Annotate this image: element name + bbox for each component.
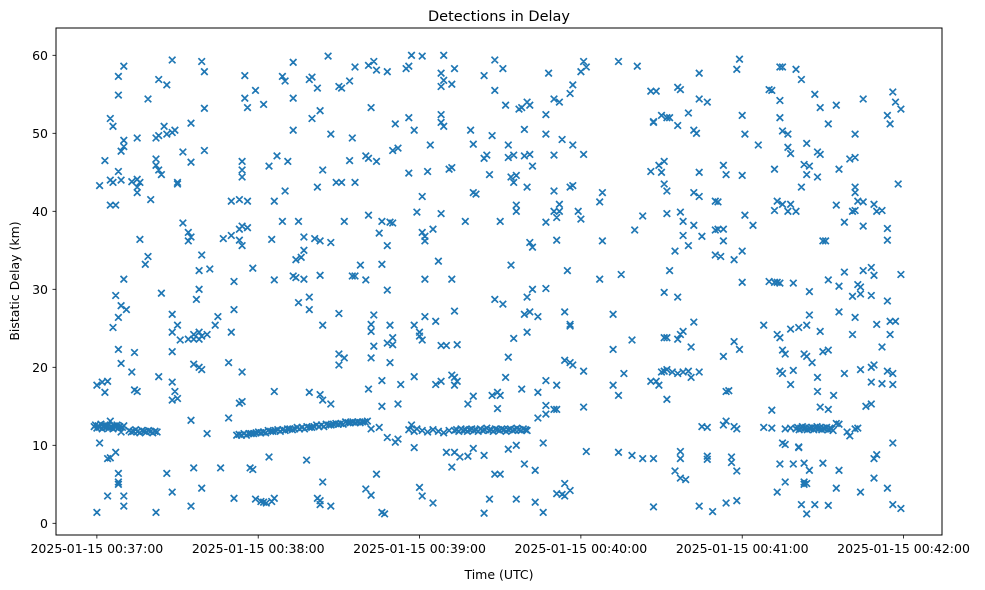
x-tick-label: 2025-01-15 00:39:00 bbox=[353, 541, 486, 556]
y-tick-label: 30 bbox=[32, 282, 48, 297]
y-ticks: 0 10 20 30 40 50 60 bbox=[32, 48, 56, 531]
x-tick-label: 2025-01-15 00:38:00 bbox=[192, 541, 325, 556]
y-tick-label: 0 bbox=[40, 516, 48, 531]
y-tick-label: 10 bbox=[32, 438, 48, 453]
y-tick-label: 20 bbox=[32, 360, 48, 375]
chart-title: Detections in Delay bbox=[428, 9, 570, 25]
scatter-point-markers bbox=[90, 51, 905, 518]
y-tick-label: 60 bbox=[32, 48, 48, 63]
y-axis-label: Bistatic Delay (km) bbox=[7, 221, 22, 340]
x-tick-label: 2025-01-15 00:40:00 bbox=[514, 541, 647, 556]
x-ticks: 2025-01-15 00:37:00 2025-01-15 00:38:00 20… bbox=[30, 535, 970, 556]
x-tick-label: 2025-01-15 00:37:00 bbox=[30, 541, 163, 556]
plot-area bbox=[55, 27, 943, 536]
x-tick-label: 2025-01-15 00:42:00 bbox=[837, 541, 970, 556]
x-axis-label: Time (UTC) bbox=[463, 567, 533, 582]
x-tick-label: 2025-01-15 00:41:00 bbox=[676, 541, 809, 556]
y-tick-label: 40 bbox=[32, 204, 48, 219]
y-tick-label: 50 bbox=[32, 126, 48, 141]
